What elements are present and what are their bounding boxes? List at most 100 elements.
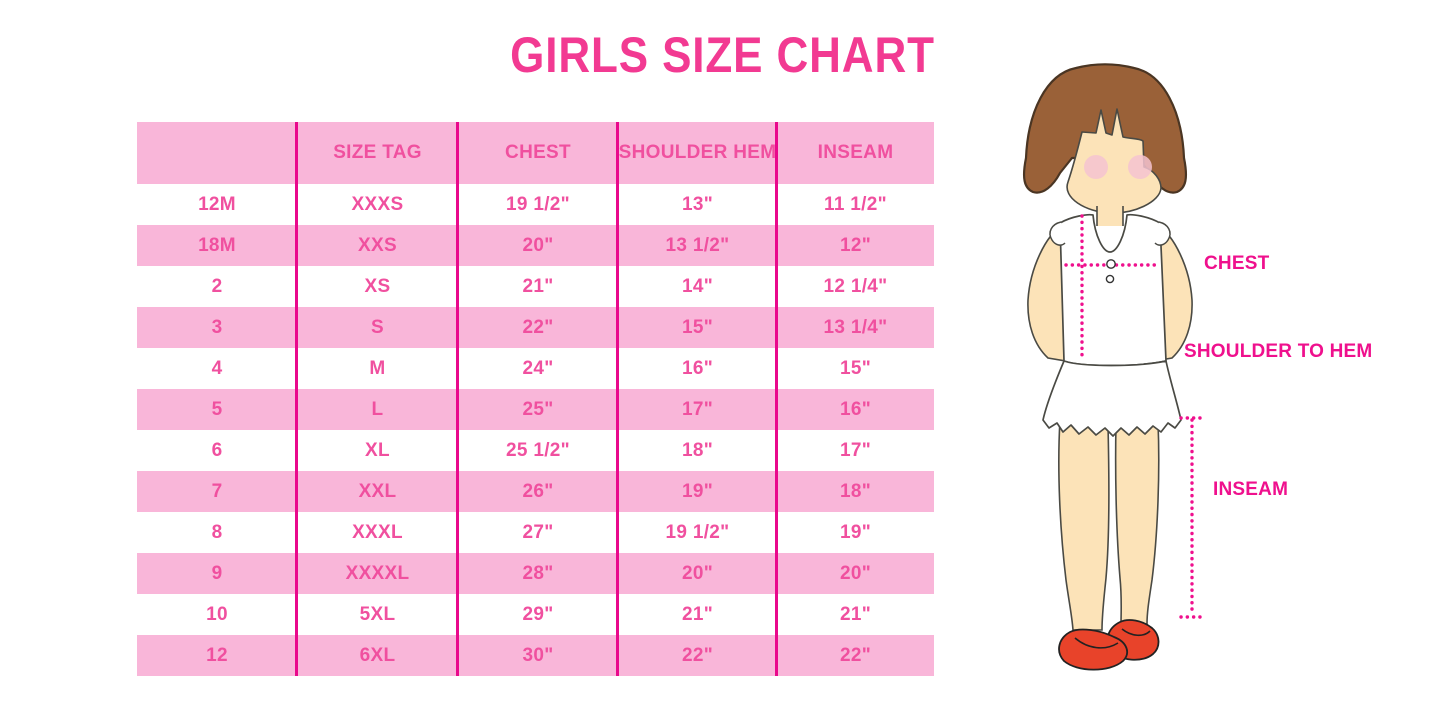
- inseam-label: INSEAM: [1213, 479, 1289, 500]
- table-cell: 19": [681, 480, 714, 502]
- table-cell: 4: [211, 357, 223, 379]
- leg-left: [1058, 419, 1110, 631]
- table-cell: XL: [365, 439, 390, 461]
- table-cell: 25 1/2": [506, 439, 570, 461]
- table-cell: 21": [681, 603, 714, 625]
- table-cell: 19 1/2": [665, 521, 730, 543]
- table-cell: S: [371, 316, 384, 338]
- table-cell: 18M: [198, 234, 236, 256]
- blush-right: [1128, 155, 1152, 179]
- table-cell: XS: [364, 275, 391, 297]
- table-cell: 13": [681, 193, 714, 215]
- table-row: 6 XL 25 1/2" 18" 17": [137, 430, 934, 471]
- table-cell: 11 1/2": [824, 193, 887, 215]
- chest-label: CHEST: [1204, 253, 1270, 274]
- leg-right: [1114, 421, 1160, 625]
- table-row: 5 L 25" 17" 16": [137, 389, 934, 430]
- table-cell: 2: [211, 275, 223, 297]
- table-cell: 3: [211, 316, 223, 338]
- skirt: [1042, 360, 1182, 437]
- table-cell: 16": [681, 357, 714, 379]
- blush-left: [1084, 155, 1108, 179]
- table-cell: 5: [211, 398, 223, 420]
- neck: [1097, 202, 1123, 226]
- table-cell: 14": [681, 275, 714, 297]
- shoulder-ruffle-left: [1049, 221, 1066, 246]
- table-cell: 29": [522, 603, 554, 625]
- girl-measurement-figure: CHEST SHOULDER TO HEM INSEAM: [1000, 40, 1445, 690]
- shoulder-to-hem-label: SHOULDER TO HEM: [1184, 341, 1373, 362]
- table-cell: 7: [211, 480, 223, 502]
- table-cell: 18": [681, 439, 714, 461]
- arm-left: [1027, 224, 1067, 362]
- table-row: 3 S 22" 15" 13 1/4": [137, 307, 934, 348]
- table-row: 12 6XL 30" 22" 22": [137, 635, 934, 676]
- table-cell: XXXL: [352, 521, 403, 543]
- table-row: 9 XXXXL 28" 20" 20": [137, 553, 934, 594]
- table-cell: XXS: [358, 234, 397, 256]
- face: [1066, 108, 1162, 214]
- shirt-button-top: [1106, 259, 1116, 269]
- header-cell-shoulder-hem: SHOULDER HEM: [618, 142, 777, 163]
- header-cell-size: [137, 122, 297, 184]
- table-cell: L: [371, 398, 384, 420]
- table-row: 2 XS 21" 14" 12 1/4": [137, 266, 934, 307]
- table-cell: 24": [522, 357, 554, 379]
- table-row: 12M XXXS 19 1/2" 13" 11 1/2": [137, 184, 934, 225]
- table-cell: XXL: [358, 480, 397, 502]
- column-divider: [456, 122, 459, 676]
- table-cell: 30": [522, 644, 554, 666]
- table-cell: 6XL: [359, 644, 396, 666]
- table-row: 7 XXL 26" 19" 18": [137, 471, 934, 512]
- table-header-row: SIZE TAG CHEST SHOULDER HEM INSEAM: [137, 122, 934, 184]
- table-cell: 22": [839, 644, 872, 666]
- table-row: 10 5XL 29" 21" 21": [137, 594, 934, 635]
- table-cell: 13 1/4": [823, 316, 888, 338]
- table-cell: 21": [522, 275, 554, 297]
- girls-size-chart-table: SIZE TAG CHEST SHOULDER HEM INSEAM 12M XX…: [137, 122, 934, 676]
- table-cell: 9: [211, 562, 223, 584]
- table-row: 8 XXXL 27" 19 1/2" 19": [137, 512, 934, 553]
- table-row: 18M XXS 20" 13 1/2" 12": [137, 225, 934, 266]
- table-cell: 20": [522, 234, 554, 256]
- table-cell: 12M: [198, 193, 236, 215]
- table-cell: 22": [522, 316, 554, 338]
- table-cell: 13 1/2": [665, 234, 730, 256]
- table-cell: 10: [206, 603, 228, 625]
- table-cell: 12 1/4": [823, 275, 888, 297]
- table-cell: 17": [681, 398, 714, 420]
- table-cell: 16": [839, 398, 872, 420]
- table-cell: 25": [522, 398, 554, 420]
- table-cell: 17": [839, 439, 872, 461]
- table-row: 4 M 24" 16" 15": [137, 348, 934, 389]
- table-cell: 5XL: [359, 603, 396, 625]
- table-cell: 19 1/2": [506, 193, 570, 215]
- column-divider: [616, 122, 619, 676]
- table-cell: 6: [211, 439, 223, 461]
- table-cell: 15": [839, 357, 872, 379]
- table-cell: 8: [211, 521, 223, 543]
- table-cell: 12: [206, 644, 228, 666]
- table-cell: 15": [681, 316, 714, 338]
- shirt-button-bottom: [1105, 274, 1115, 284]
- page-title: GIRLS SIZE CHART: [510, 27, 935, 83]
- table-cell: 28": [522, 562, 554, 584]
- table-cell: 19": [839, 521, 872, 543]
- header-cell-size-tag: SIZE TAG: [333, 142, 422, 163]
- table-cell: 20": [839, 562, 872, 584]
- shirt: [1059, 213, 1167, 367]
- table-cell: M: [369, 357, 386, 379]
- header-cell-inseam: INSEAM: [817, 142, 894, 163]
- column-divider: [295, 122, 298, 676]
- table-cell: XXXXL: [345, 562, 410, 584]
- table-cell: 12": [839, 234, 872, 256]
- girl-illustration: [1022, 63, 1204, 671]
- table-cell: XXXS: [351, 193, 404, 215]
- shoulder-ruffle-right: [1154, 221, 1171, 246]
- column-divider: [775, 122, 778, 676]
- size-table-body: 12M XXXS 19 1/2" 13" 11 1/2" 18M XXS 20" 13 1/2"…: [137, 184, 934, 676]
- table-cell: 20": [681, 562, 714, 584]
- table-cell: 21": [839, 603, 872, 625]
- table-cell: 18": [839, 480, 872, 502]
